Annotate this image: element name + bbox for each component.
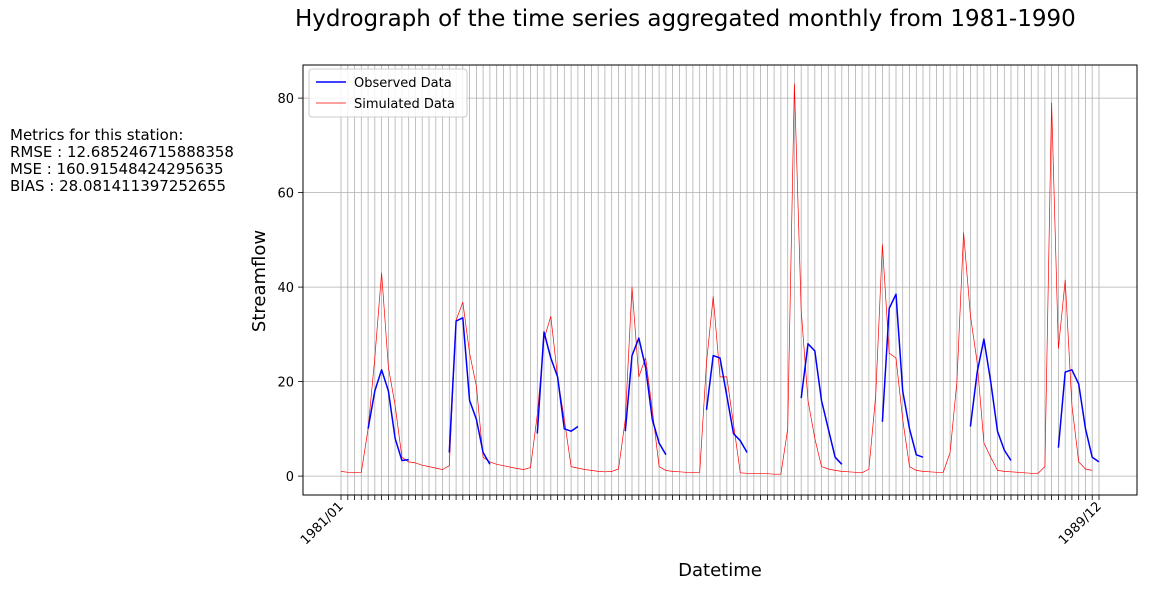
x-tick-label: 1989/12 <box>1056 499 1105 548</box>
y-tick-label: 40 <box>277 281 294 296</box>
metric-bias: BIAS : 28.081411397252655 <box>10 177 227 195</box>
legend: Observed Data Simulated Data <box>308 68 468 118</box>
metrics-panel: Metrics for this station: RMSE : 12.6852… <box>10 127 234 195</box>
series-line-simulated <box>340 83 1093 475</box>
legend-label-simulated: Simulated Data <box>354 97 455 112</box>
chart-title: Hydrograph of the time series aggregated… <box>295 6 1076 32</box>
legend-label-observed: Observed Data <box>354 76 452 91</box>
series-line-observed <box>367 293 1100 465</box>
y-tick-label: 0 <box>286 470 294 485</box>
metrics-heading: Metrics for this station: <box>10 126 184 144</box>
grid-lines <box>303 65 1137 495</box>
metric-mse: MSE : 160.91548424295635 <box>10 160 224 178</box>
series-lines <box>340 83 1100 475</box>
y-axis-label: Streamflow <box>249 230 270 332</box>
y-tick-label: 80 <box>277 92 294 107</box>
y-tick-label: 60 <box>277 187 294 202</box>
metric-rmse: RMSE : 12.685246715888358 <box>10 143 234 161</box>
x-axis-label: Datetime <box>678 560 762 581</box>
y-tick-label: 20 <box>277 376 294 391</box>
x-tick-label: 1981/01 <box>298 499 347 548</box>
legend-box <box>308 68 468 118</box>
